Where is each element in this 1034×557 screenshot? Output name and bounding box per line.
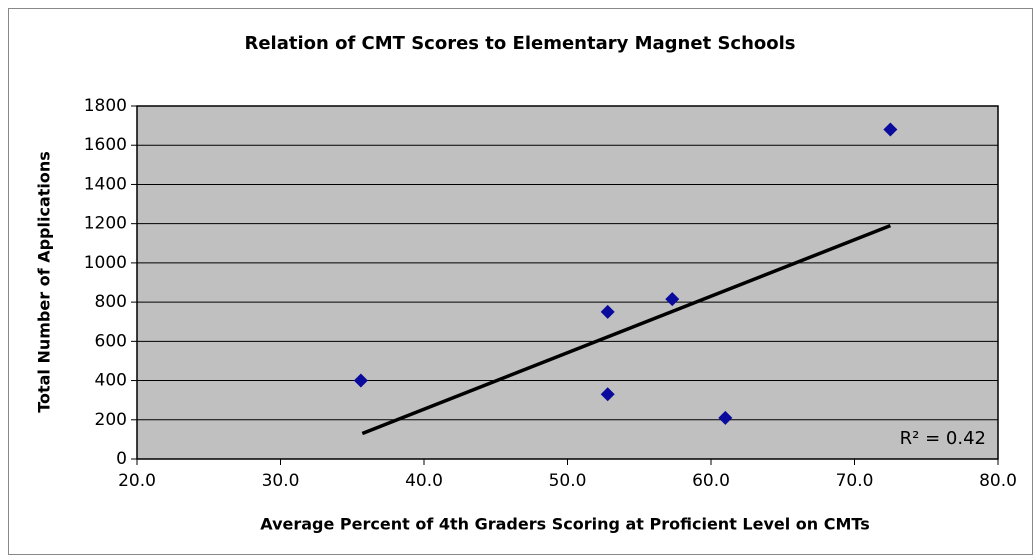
y-tick-label: 600 (95, 331, 127, 351)
y-tick-label: 1600 (84, 135, 127, 155)
point (718, 410, 733, 425)
plot-border (136, 105, 999, 460)
point (883, 122, 898, 137)
trendline (361, 223, 892, 436)
y-tick-label: 1200 (84, 214, 127, 234)
y-tick-label: 0 (116, 449, 127, 469)
x-tick-label: 20.0 (118, 471, 156, 491)
chart-title: Relation of CMT Scores to Elementary Mag… (244, 33, 795, 54)
r-squared: R² = 0.42 (900, 428, 986, 449)
point (665, 292, 680, 307)
y-tick-label: 800 (95, 292, 127, 312)
y-tick-label: 1000 (84, 253, 127, 273)
x-tick-label: 60.0 (692, 471, 730, 491)
x-tick-label: 70.0 (836, 471, 874, 491)
plot-area (137, 106, 998, 459)
y-tick-label: 400 (95, 371, 127, 391)
point (353, 373, 368, 388)
point (600, 304, 615, 319)
y-tick-label: 1800 (84, 96, 127, 116)
x-tick-label: 30.0 (262, 471, 300, 491)
y-tick-label: 1400 (84, 174, 127, 194)
x-tick-label: 40.0 (405, 471, 443, 491)
point (600, 387, 615, 402)
y-axis-label: Total Number of Applications (35, 151, 54, 413)
x-tick-label: 80.0 (979, 471, 1017, 491)
y-tick-label: 200 (95, 410, 127, 430)
x-tick-label: 50.0 (549, 471, 587, 491)
x-axis-label: Average Percent of 4th Graders Scoring a… (260, 515, 869, 534)
